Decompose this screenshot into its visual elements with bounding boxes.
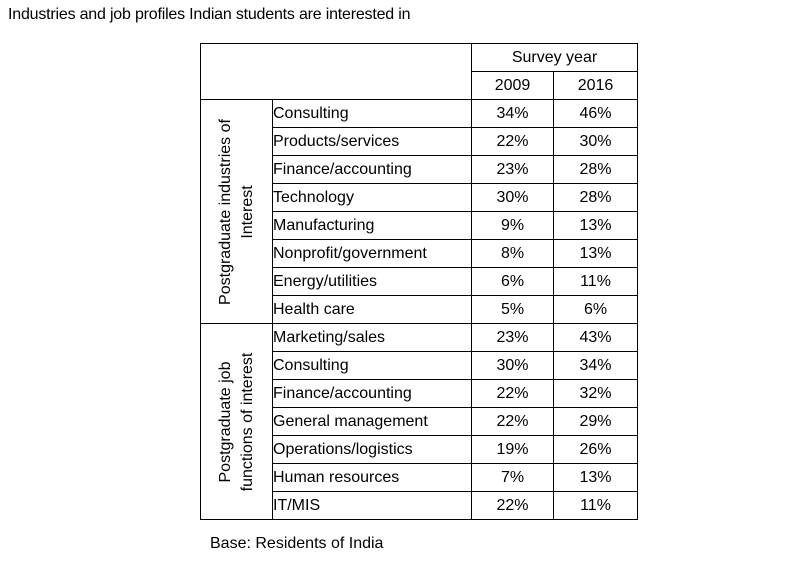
value-2016: 46% — [553, 99, 638, 128]
value-2016: 13% — [553, 239, 638, 268]
value-2016: 13% — [553, 211, 638, 240]
base-footnote: Base: Residents of India — [210, 535, 384, 552]
value-2009: 22% — [471, 407, 554, 436]
value-2009: 9% — [471, 211, 554, 240]
value-2009: 23% — [471, 323, 554, 352]
group-label-line: Interest — [238, 184, 256, 239]
value-2016: 11% — [553, 491, 638, 520]
year-header-2016: 2016 — [553, 71, 638, 100]
table-row: Nonprofit/government 8% 13% — [201, 239, 638, 268]
row-label: Consulting — [272, 99, 472, 128]
survey-table: Survey year 2009 2016 Postgraduate indus… — [200, 43, 638, 520]
value-2009: 8% — [471, 239, 554, 268]
row-label: Energy/utilities — [272, 267, 472, 296]
table-row: Postgraduate job functions of interest Mar… — [200, 323, 638, 520]
table-row: Postgraduate industries of Interest Consul… — [200, 99, 638, 324]
group-label-line: Postgraduate job — [216, 361, 234, 482]
table-row: Products/services 22% 30% — [201, 127, 638, 156]
table-row: Technology 30% 28% — [201, 183, 638, 212]
value-2016: 32% — [553, 379, 638, 408]
year-header-2009: 2009 — [471, 71, 554, 100]
value-2009: 34% — [471, 99, 554, 128]
value-2016: 26% — [553, 435, 638, 464]
row-label: Health care — [272, 295, 472, 324]
row-label: Finance/accounting — [272, 379, 472, 408]
row-label: Manufacturing — [272, 211, 472, 240]
group-label: Postgraduate job functions of interest — [215, 352, 259, 491]
page-title: Industries and job profiles Indian stude… — [8, 6, 411, 23]
row-label: Products/services — [272, 127, 472, 156]
value-2016: 11% — [553, 267, 638, 296]
group-label-line: Postgraduate industries of — [216, 118, 234, 305]
value-2009: 19% — [471, 435, 554, 464]
header-row-survey: Survey year — [200, 43, 638, 100]
value-2009: 30% — [471, 351, 554, 380]
value-2016: 34% — [553, 351, 638, 380]
table-row: General management 22% 29% — [201, 407, 638, 436]
row-label: Consulting — [272, 351, 472, 380]
row-label: Finance/accounting — [272, 155, 472, 184]
value-2009: 5% — [471, 295, 554, 324]
group-label-cell: Postgraduate industries of Interest — [200, 99, 273, 324]
row-label: Technology — [272, 183, 472, 212]
value-2016: 6% — [553, 295, 638, 324]
row-label: Marketing/sales — [272, 323, 472, 352]
table-row: IT/MIS 22% 11% — [201, 491, 638, 520]
table-body: Survey year 2009 2016 Postgraduate indus… — [200, 43, 638, 520]
value-2016: 43% — [553, 323, 638, 352]
value-2016: 28% — [553, 155, 638, 184]
value-2009: 30% — [471, 183, 554, 212]
value-2009: 23% — [471, 155, 554, 184]
value-2009: 22% — [471, 491, 554, 520]
row-label: Nonprofit/government — [272, 239, 472, 268]
value-2016: 28% — [553, 183, 638, 212]
value-2009: 22% — [471, 127, 554, 156]
row-label: Human resources — [272, 463, 472, 492]
row-label: Operations/logistics — [272, 435, 472, 464]
row-label: IT/MIS — [272, 491, 472, 520]
table-row: Finance/accounting 23% 28% — [201, 155, 638, 184]
table-row: Manufacturing 9% 13% — [201, 211, 638, 240]
table-row: Health care 5% 6% — [201, 295, 638, 324]
group-label-line: functions of interest — [238, 352, 256, 491]
row-label: General management — [272, 407, 472, 436]
survey-year-header: Survey year — [471, 43, 638, 72]
table-row: Consulting 30% 34% — [201, 351, 638, 380]
group-label-cell: Postgraduate job functions of interest — [200, 323, 273, 520]
table-row: Finance/accounting 22% 32% — [201, 379, 638, 408]
value-2009: 6% — [471, 267, 554, 296]
header-row-years: 2009 2016 — [201, 71, 638, 100]
group-label: Postgraduate industries of Interest — [215, 119, 259, 305]
value-2016: 30% — [553, 127, 638, 156]
value-2016: 29% — [553, 407, 638, 436]
header-corner — [200, 43, 472, 100]
value-2016: 13% — [553, 463, 638, 492]
value-2009: 22% — [471, 379, 554, 408]
value-2009: 7% — [471, 463, 554, 492]
